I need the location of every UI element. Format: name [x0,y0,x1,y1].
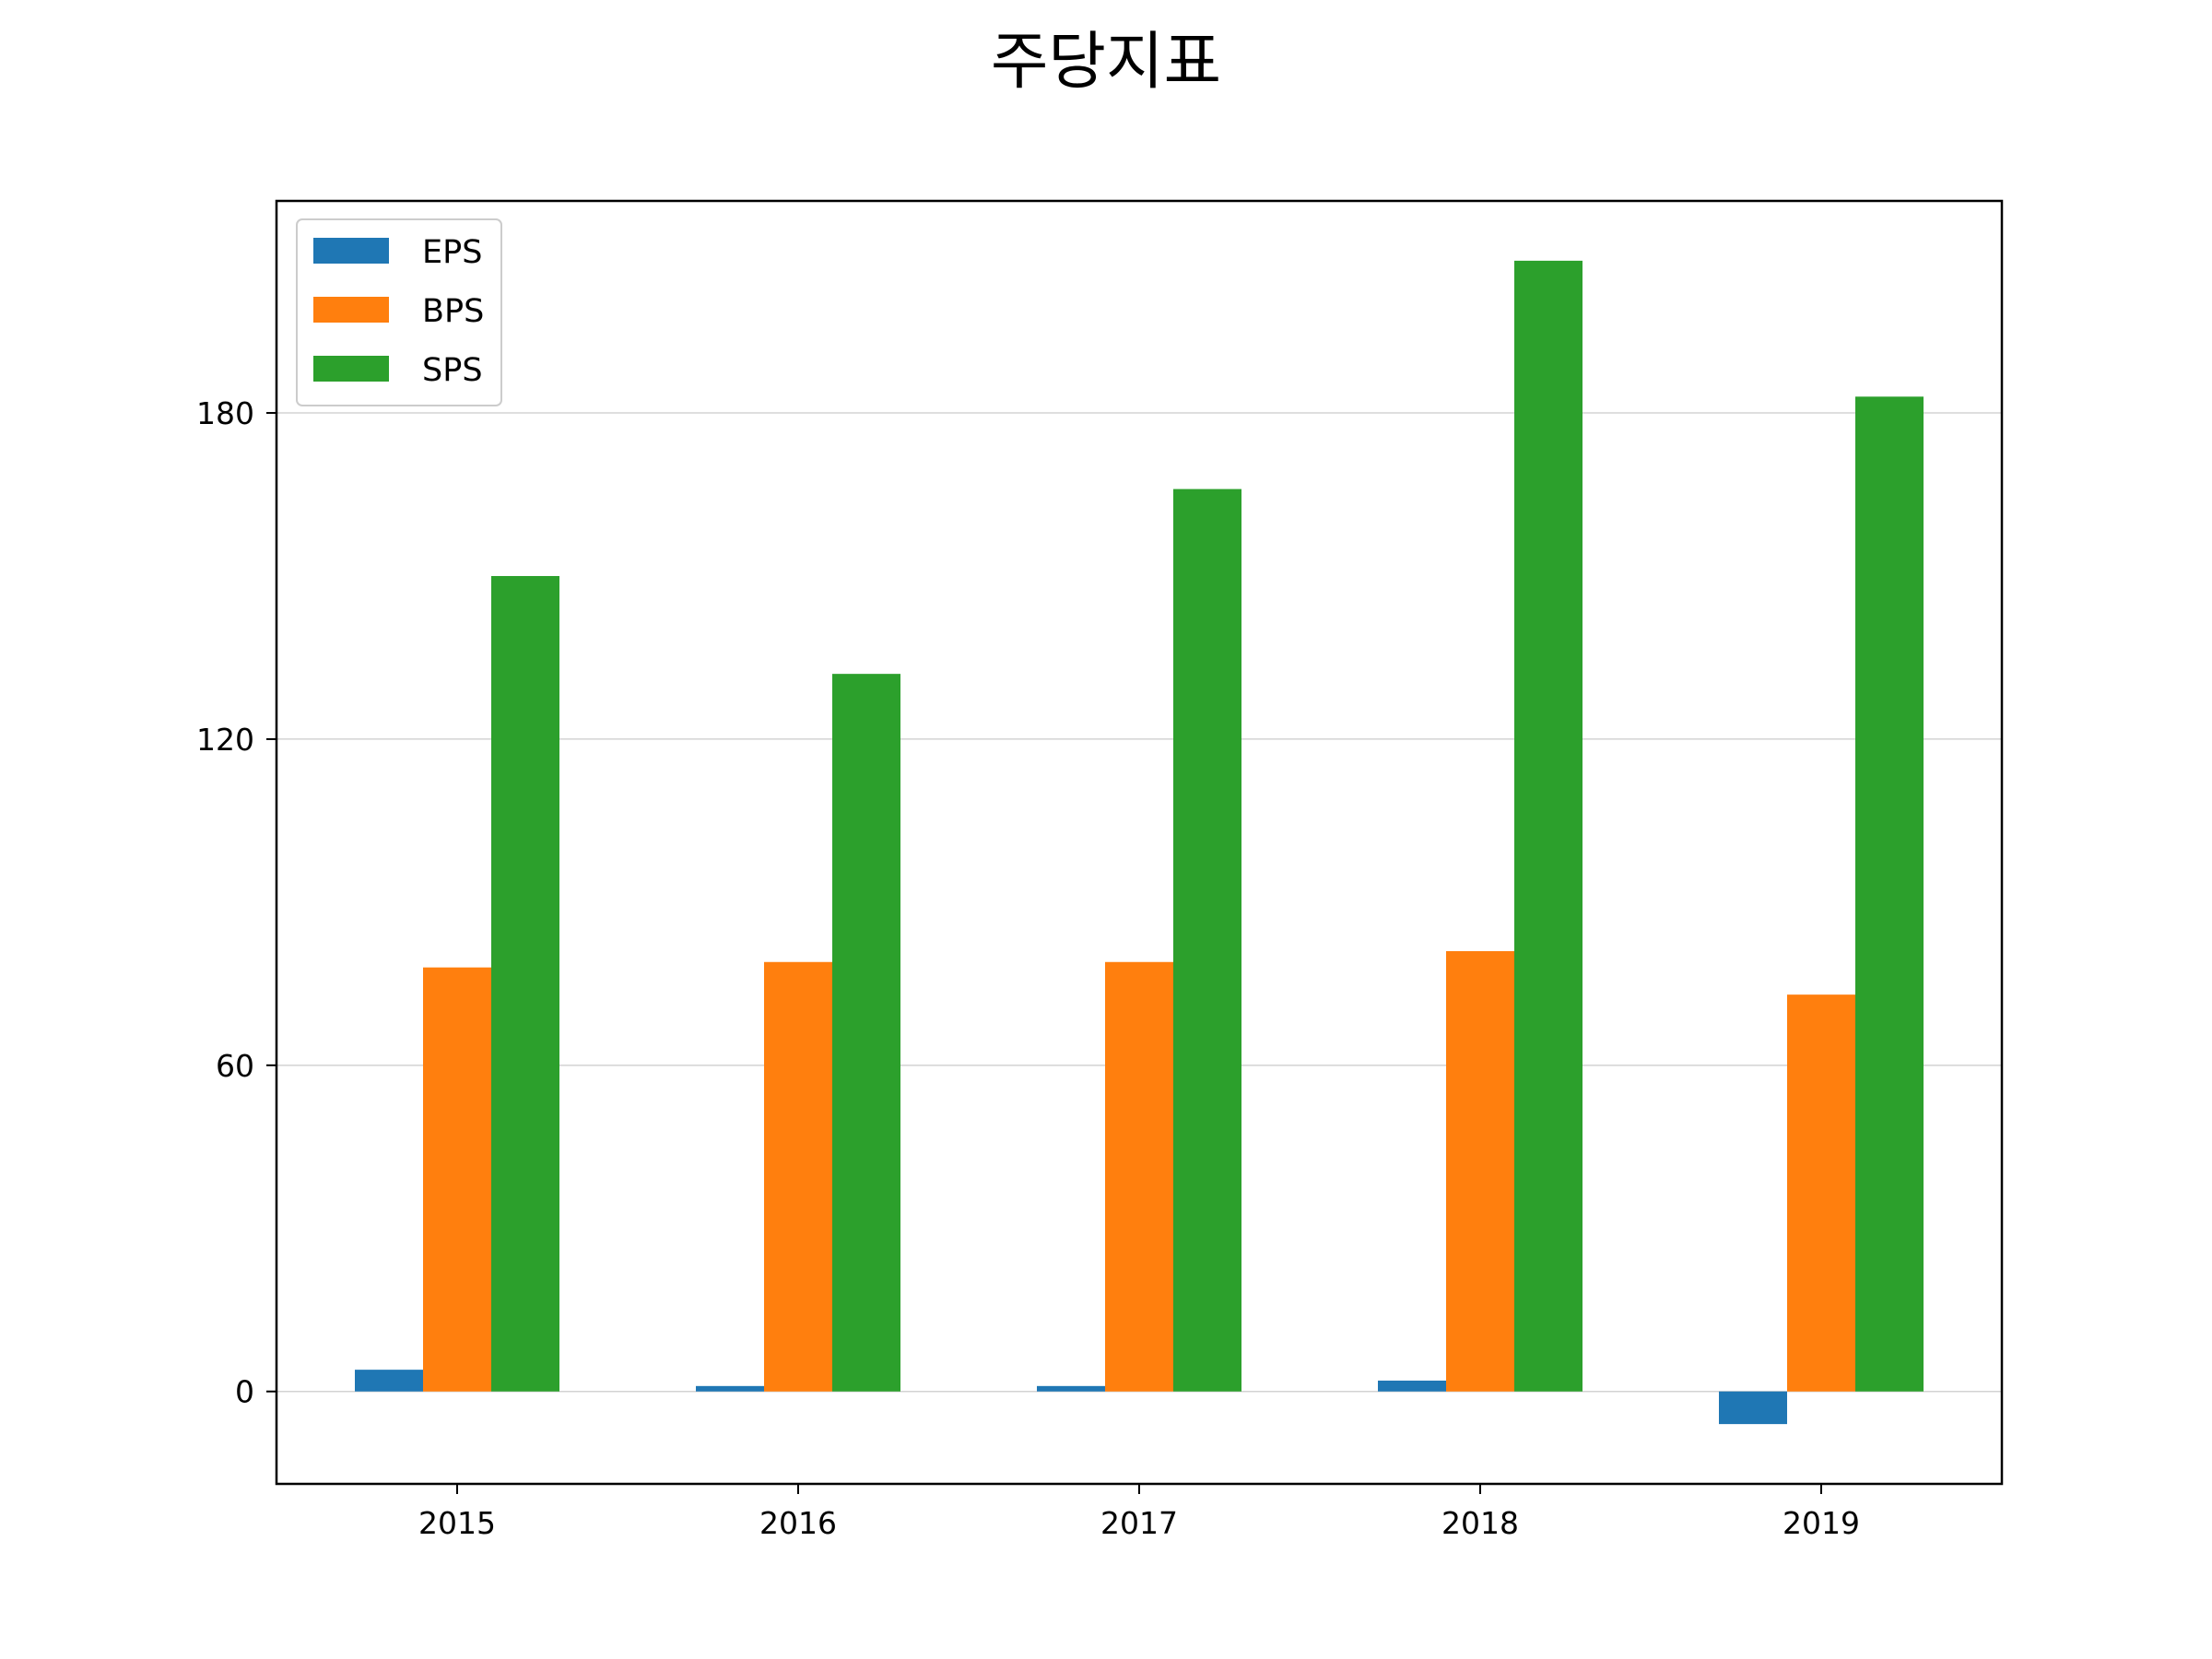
bar-eps-2016 [696,1385,764,1392]
bars [355,260,1924,1425]
x-tick-label: 2017 [1100,1505,1178,1541]
bar-bps-2015 [423,967,491,1392]
bar-bps-2019 [1787,994,1855,1392]
bar-sps-2019 [1855,396,1924,1392]
y-tick-label: 0 [235,1374,254,1410]
bar-sps-2015 [491,575,559,1392]
bar-bps-2016 [764,961,832,1392]
legend-label-bps: BPS [422,293,484,330]
bar-eps-2015 [355,1370,423,1392]
bar-bps-2018 [1446,950,1514,1392]
y-tick-label: 60 [216,1048,254,1084]
legend: EPS BPS SPS [296,218,502,406]
chart-title: 주당지표 [991,26,1221,99]
bar-sps-2018 [1514,260,1583,1392]
x-tick-label: 2015 [418,1505,496,1541]
legend-label-sps: SPS [422,352,483,389]
bar-eps-2019 [1719,1391,1787,1425]
legend-swatch-sps [313,356,389,382]
legend-swatch-bps [313,297,389,323]
bar-sps-2017 [1173,488,1241,1392]
y-tick-label: 180 [196,395,254,431]
y-tick-label: 120 [196,722,254,758]
legend-swatch-eps [313,238,389,264]
bar-bps-2017 [1105,961,1173,1392]
x-tick-label: 2019 [1783,1505,1860,1541]
legend-label-eps: EPS [422,234,482,271]
x-tick-label: 2018 [1441,1505,1519,1541]
bar-sps-2016 [832,674,900,1392]
x-tick-label: 2016 [759,1505,837,1541]
bar-eps-2017 [1037,1385,1105,1392]
axis-ticks: 0 60 120 180 2015 2016 2017 2018 2019 [196,395,1860,1541]
bar-eps-2018 [1378,1380,1446,1392]
